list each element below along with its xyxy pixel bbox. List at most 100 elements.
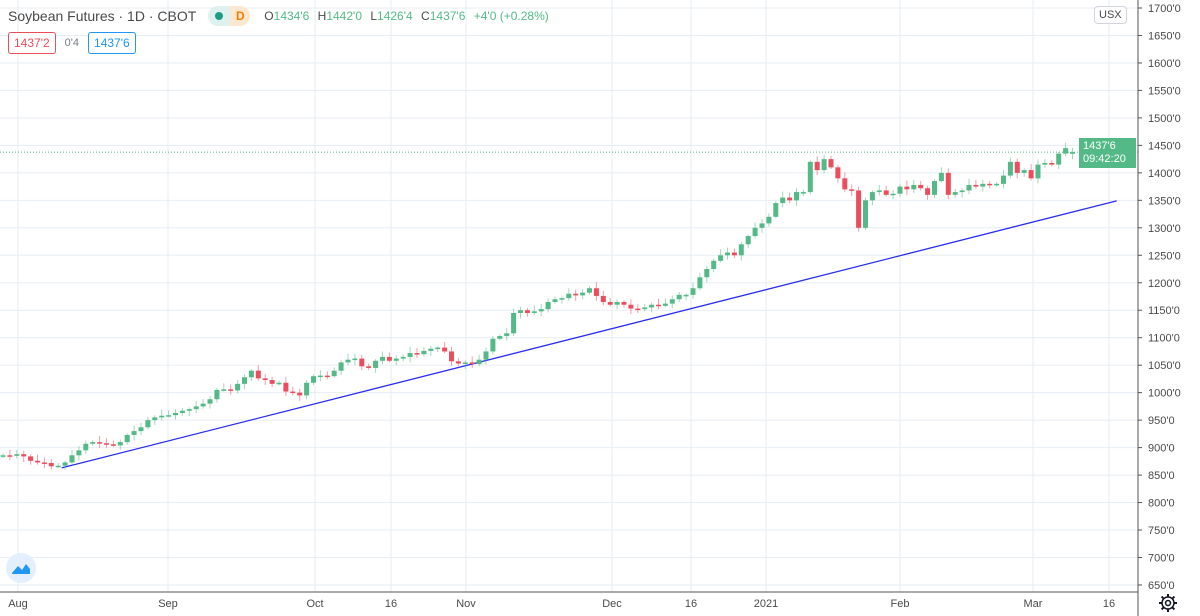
candle-up [952, 192, 958, 195]
candle-down [449, 351, 454, 362]
candle-up [1007, 161, 1013, 176]
candle-up [683, 294, 689, 297]
y-tick-label: 1450'0 [1148, 140, 1181, 152]
x-tick-label: Aug [8, 598, 28, 610]
candle-up [400, 356, 406, 359]
candle-up [559, 298, 565, 300]
candle-down [814, 161, 820, 171]
candle-up [773, 203, 779, 217]
candle-up [642, 307, 648, 310]
candle-up [428, 348, 434, 351]
candle-up [393, 358, 399, 361]
candles [0, 142, 1075, 471]
y-tick-label: 1250'0 [1148, 250, 1181, 262]
bar-countdown: 09:42:20 [1083, 153, 1126, 165]
close-value: 1437'6 [429, 9, 466, 23]
candle-up [242, 377, 247, 384]
market-status-badge[interactable]: D [208, 6, 251, 26]
y-tick-label: 1600'0 [1148, 58, 1181, 70]
candle-up [483, 351, 489, 360]
candle-up [711, 260, 717, 270]
tradingview-logo-icon[interactable] [6, 553, 36, 583]
candle-up [518, 310, 523, 313]
open-value: 1434'6 [273, 9, 310, 23]
candle-up [407, 353, 413, 357]
y-tick-label: 1200'0 [1148, 278, 1181, 290]
candle-down [262, 378, 268, 381]
candle-up [876, 190, 882, 193]
x-tick-label: 16 [685, 598, 697, 610]
candle-up [0, 455, 6, 457]
candle-up [124, 434, 130, 443]
candle-up [76, 450, 82, 456]
candle-up [662, 303, 668, 306]
candle-down [883, 190, 889, 195]
candle-up [800, 192, 806, 194]
candle-down [269, 380, 275, 384]
candle-up [331, 370, 337, 377]
candle-up [55, 465, 61, 468]
close-label: C [421, 9, 430, 23]
candle-down [255, 370, 261, 379]
low-label: L [370, 9, 378, 23]
candle-down [1049, 162, 1055, 165]
trendline [61, 200, 1117, 469]
candle-up [938, 172, 944, 182]
candle-up [131, 431, 137, 435]
candle-down [628, 304, 634, 309]
candle-down [973, 184, 979, 187]
candle-down [28, 456, 34, 461]
candle-up [145, 420, 151, 428]
buy-button[interactable]: 1437'6 [88, 32, 136, 54]
candle-down [21, 454, 27, 457]
candle-down [366, 366, 372, 368]
candle-down [987, 183, 993, 186]
candle-up [304, 382, 310, 396]
candle-up [580, 292, 586, 296]
candle-up [669, 299, 675, 304]
candle-up [207, 399, 213, 404]
y-tick-label: 950'0 [1148, 415, 1175, 427]
x-tick-label: Dec [602, 598, 622, 610]
y-tick-label: 650'0 [1148, 580, 1175, 592]
candle-up [159, 415, 165, 418]
settings-gear-icon[interactable] [1158, 593, 1178, 613]
candle-up [69, 455, 75, 463]
candle-up [152, 417, 158, 421]
y-tick-label: 1150'0 [1148, 305, 1180, 317]
candle-down [41, 462, 47, 464]
currency-button[interactable]: USX [1094, 6, 1127, 24]
candle-down [7, 455, 13, 457]
low-value: 1426'4 [377, 9, 413, 23]
candle-up [276, 382, 282, 385]
y-tick-label: 1700'0 [1148, 3, 1181, 15]
candle-down [856, 190, 862, 228]
sell-button[interactable]: 1437'2 [8, 32, 56, 54]
x-tick-label: Nov [456, 598, 476, 610]
open-label: O [264, 9, 274, 23]
candle-up [380, 356, 385, 361]
x-tick-label: Mar [1024, 598, 1043, 610]
symbol-title[interactable]: Soybean Futures · 1D · CBOT [8, 8, 197, 24]
candle-up [373, 360, 379, 368]
candle-down [1028, 170, 1034, 179]
candle-down [1014, 161, 1020, 173]
candle-down [110, 444, 116, 446]
candle-down [442, 347, 448, 352]
candle-up [345, 359, 351, 363]
candle-up [166, 415, 172, 417]
candle-up [179, 410, 185, 413]
candle-down [607, 301, 613, 305]
chart-legend: Soybean Futures · 1D · CBOT D O1434'6 H1… [8, 6, 549, 26]
candle-up [338, 362, 344, 371]
candle-up [745, 236, 751, 245]
candle-up [1070, 152, 1075, 154]
candle-up [421, 350, 427, 355]
candle-down [455, 361, 461, 364]
candle-up [780, 197, 786, 204]
y-tick-label: 1500'0 [1148, 113, 1181, 125]
candle-up [863, 200, 868, 228]
interval-badge: D [230, 6, 251, 26]
grid [0, 0, 1138, 592]
